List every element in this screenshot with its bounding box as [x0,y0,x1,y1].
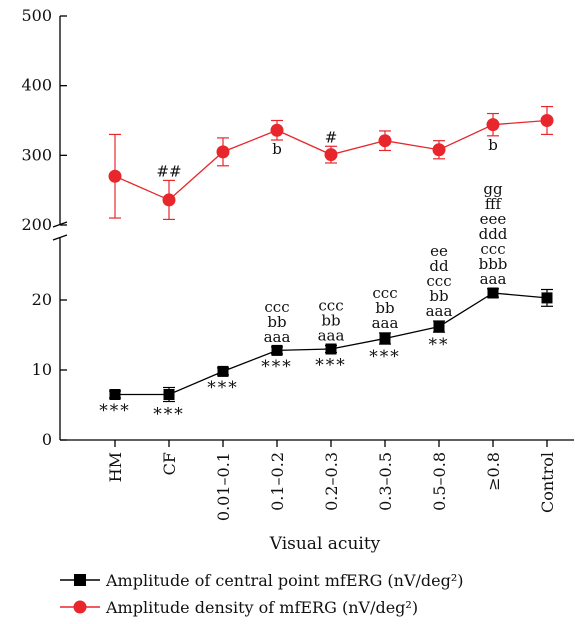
data-point [162,193,176,207]
data-point [379,333,391,344]
x-tick-label: ≥0.8 [484,452,503,491]
significance-label: eee [480,210,507,228]
significance-label: aaa [426,302,453,320]
significance-stars: *** [207,378,239,398]
central-point-series [109,287,553,403]
y-tick-label: 20 [32,290,52,309]
data-point [433,321,445,333]
legend-black-marker [74,574,86,586]
data-point [378,134,392,148]
significance-label: ee [430,242,448,260]
significance-label: aaa [480,270,507,288]
data-point [271,344,283,356]
significance-label: bbb [479,255,508,273]
data-point [324,148,338,162]
x-tick-label: 0.3–0.5 [376,452,395,511]
x-tick-label: 0.01–0.1 [214,452,233,521]
data-point [163,389,175,400]
significance-label: ddd [479,225,508,243]
significance-label: ccc [264,298,289,316]
significance-label: dd [429,257,449,275]
legend: Amplitude of central point mfERG (nV/deg… [60,571,464,617]
significance-label: b [272,140,282,158]
x-tick-label: 0.5–0.8 [430,452,449,511]
legend-red-marker [73,600,87,614]
significance-label: bb [375,299,394,317]
data-point [540,114,554,127]
y-tick-label: 500 [21,6,52,25]
y-tick-label: 10 [32,360,52,379]
data-point [541,292,553,304]
significance-label: ccc [372,284,397,302]
data-point [325,343,337,355]
y-tick-label: 200 [21,215,52,234]
significance-stars: ** [429,335,450,355]
significance-stars: *** [315,356,347,376]
significance-label: bb [267,313,286,331]
significance-label: b [488,136,498,154]
data-point [109,389,121,400]
significance-label: ## [156,162,181,180]
data-point [486,118,500,132]
significance-label: ccc [480,240,505,258]
x-tick-label: 0.2–0.3 [322,452,341,511]
significance-label: ccc [426,272,451,290]
significance-stars: *** [261,357,293,377]
data-point [108,169,122,183]
axes: 200 300 400 500 0 10 20 HM CF 0.01–0.1 0.1–0.2 0.2–… [21,6,574,521]
significance-label: ccc [318,297,343,315]
x-tick-label: HM [106,452,125,482]
data-point [432,143,446,157]
y-tick-label: 400 [21,76,52,95]
y-tick-label: 0 [42,430,52,449]
data-point [270,123,284,137]
significance-label: aaa [372,314,399,332]
significance-label: fff [485,195,503,213]
y-tick-label: 300 [21,145,52,164]
x-tick-label: CF [160,452,179,475]
significance-label: # [325,128,338,146]
x-axis-label: Visual acuity [269,534,381,554]
significance-label: bb [429,287,448,305]
annotations: *** ******cccbbaaa***cccbbaaa***cccbbaaa*… [99,128,508,424]
significance-label: bb [321,312,340,330]
significance-label: aaa [264,328,291,346]
data-point [487,287,499,299]
legend-black-label: Amplitude of central point mfERG (nV/deg… [105,571,464,590]
axis-break-mark [52,234,68,241]
amplitude-density-series [108,105,554,221]
data-point [216,145,230,159]
data-point [217,365,229,377]
significance-stars: *** [369,347,401,367]
x-tick-label: 0.1–0.2 [268,452,287,511]
x-tick-label: Control [538,452,557,513]
significance-label: gg [483,180,503,198]
significance-stars: *** [99,401,131,421]
significance-label: aaa [318,327,345,345]
significance-stars: *** [153,405,185,425]
legend-red-label: Amplitude density of mfERG (nV/deg²) [105,598,418,617]
